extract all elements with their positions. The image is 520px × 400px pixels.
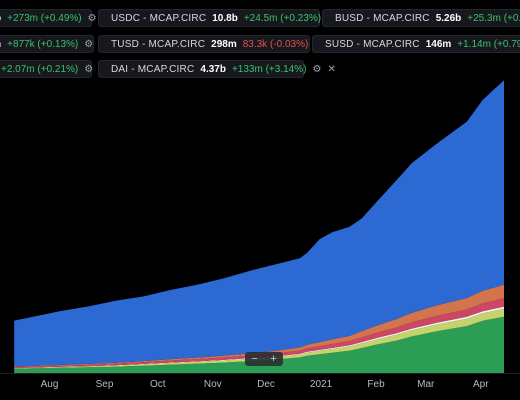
legend-item-husd[interactable]: +2.07m (+0.21%) ⚙ [0, 60, 94, 78]
x-tick-label: Nov [203, 379, 222, 390]
legend-change: 83.3k (-0.03%) [242, 38, 309, 50]
series-area-5 [14, 80, 504, 367]
legend-symbol: TUSD - MCAP.CIRC [111, 38, 206, 50]
legend-value: 146m [425, 38, 452, 50]
series-area-0 [14, 316, 504, 373]
legend-item-pax[interactable]: n +877k (+0.13%) ⚙ [0, 35, 94, 53]
legend-change: +273m (+0.49%) [7, 12, 82, 24]
legend-change: +1.14m (+0.79%) [457, 38, 520, 50]
gear-icon[interactable]: ⚙ [312, 63, 322, 75]
legend-symbol: SUSD - MCAP.CIRC [325, 38, 420, 50]
legend-symbol: DAI - MCAP.CIRC [111, 63, 195, 75]
legend-change: +24.5m (+0.23%) [243, 12, 322, 24]
legend-item-usdc[interactable]: USDC - MCAP.CIRC 10.8b +24.5m (+0.23%) ⚙… [98, 9, 350, 27]
legend-change: +133m (+3.14%) [231, 63, 307, 75]
legend-symbol: BUSD - MCAP.CIRC [335, 12, 430, 24]
legend-change: +877k (+0.13%) [7, 38, 79, 50]
legend-value: 5.26b [435, 12, 462, 24]
legend-value: 298m [211, 38, 237, 50]
legend-item-dai[interactable]: DAI - MCAP.CIRC 4.37b +133m (+3.14%) ⚙ ✕ [98, 60, 336, 78]
legend-item-usdt[interactable]: b +273m (+0.49%) ⚙ [0, 9, 97, 27]
legend-symbol: USDC - MCAP.CIRC [111, 12, 207, 24]
x-tick-label: Dec [257, 379, 275, 390]
legend-change: +2.07m (+0.21%) [1, 63, 79, 75]
legend-value: 4.37b [200, 63, 226, 75]
legend-value: 10.8b [212, 12, 238, 24]
legend-value: b [0, 13, 1, 24]
gear-icon[interactable]: ⚙ [84, 63, 94, 75]
legend-change: +25.3m (+0.48%) [467, 12, 520, 24]
legend-value: n [0, 39, 1, 50]
zoom-out-button[interactable]: − [251, 353, 258, 365]
x-tick-label: Feb [367, 379, 385, 390]
x-tick-label: Mar [417, 379, 435, 390]
x-tick-label: 2021 [309, 379, 333, 390]
gear-icon[interactable]: ⚙ [84, 38, 94, 50]
zoom-in-button[interactable]: + [270, 353, 277, 365]
zoom-control[interactable]: − + [245, 352, 283, 366]
x-tick-label: Apr [472, 379, 489, 390]
x-tick-label: Aug [40, 379, 59, 390]
x-tick-label: Sep [95, 379, 114, 390]
legend-item-busd[interactable]: BUSD - MCAP.CIRC 5.26b +25.3m (+0.48%) [322, 9, 520, 27]
legend-item-susd[interactable]: SUSD - MCAP.CIRC 146m +1.14m (+0.79%) [312, 35, 520, 53]
x-tick-label: Oct [149, 379, 166, 390]
legend-item-tusd[interactable]: TUSD - MCAP.CIRC 298m 83.3k (-0.03%) ⚙ ✕ [98, 35, 338, 53]
x-axis-line [0, 373, 520, 374]
close-icon[interactable]: ✕ [327, 63, 336, 75]
gear-icon[interactable]: ⚙ [87, 12, 97, 24]
